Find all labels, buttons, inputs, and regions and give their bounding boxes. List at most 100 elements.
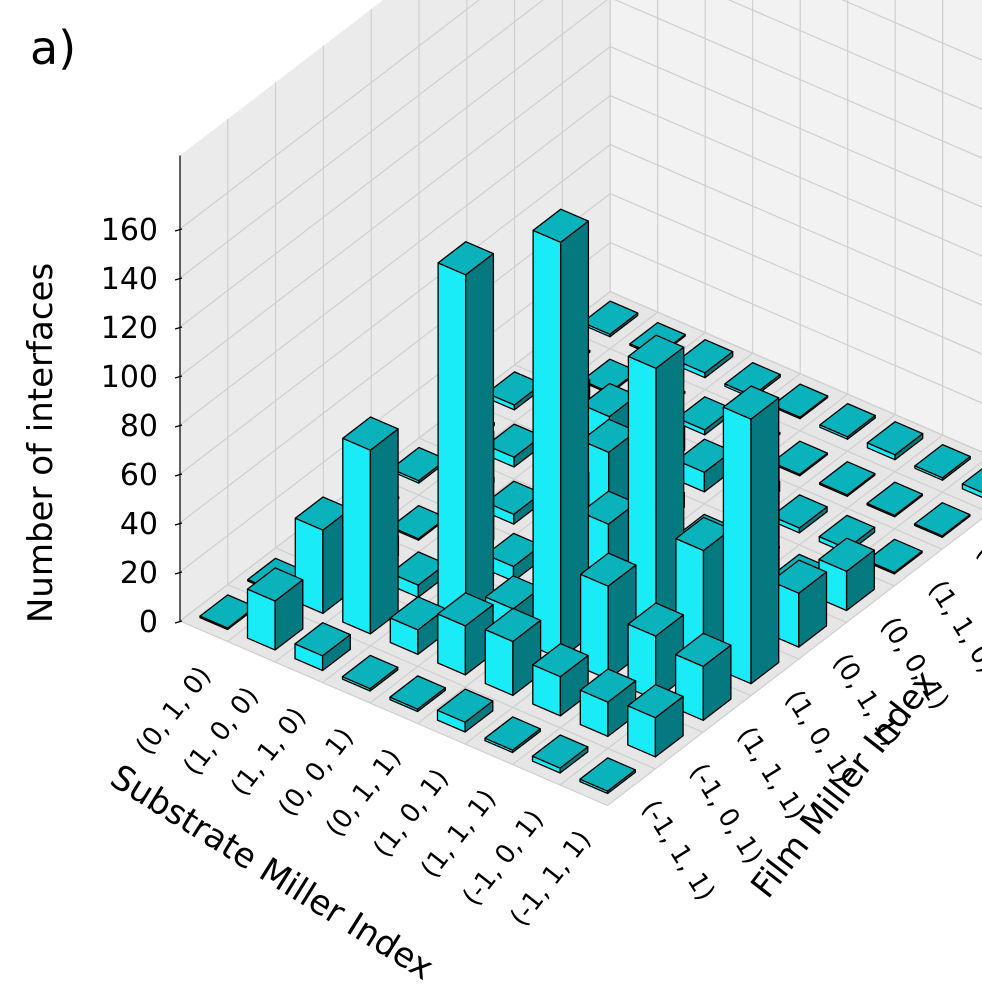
z-tick-label: 20 <box>120 556 158 591</box>
bar <box>961 468 982 498</box>
bars <box>199 208 982 795</box>
bar-top-face <box>770 559 828 594</box>
bar <box>579 668 637 738</box>
z-tick-mark <box>174 571 183 575</box>
bar-top-face <box>771 440 829 475</box>
wall-gridline <box>609 144 982 306</box>
bar-top-face <box>579 668 637 703</box>
wall-gridline <box>179 46 611 377</box>
bar-top-face <box>531 734 589 769</box>
bar-top-face <box>246 567 304 602</box>
z-tick-label: 0 <box>139 605 158 640</box>
z-tick-labels: 0 20 40 60 80 100 120 140 160 <box>101 213 183 640</box>
wall-gridline <box>179 0 609 328</box>
bar-front-face <box>437 262 467 619</box>
bar-top-face <box>818 537 875 572</box>
floor-gridline <box>179 620 608 807</box>
bar-top-face <box>436 688 494 723</box>
z-tick-mark <box>174 522 183 526</box>
z-tick-mark <box>174 620 183 624</box>
panel-label: a) <box>30 21 76 75</box>
bar-top-face <box>579 757 636 792</box>
bar <box>913 502 971 538</box>
z-tick-mark <box>174 228 183 232</box>
bar <box>389 675 446 713</box>
bar <box>484 716 541 754</box>
wall-gridline <box>179 95 611 426</box>
bar-top-face <box>532 642 589 678</box>
bar <box>532 642 589 717</box>
wall-gridline <box>841 0 982 61</box>
left-pane <box>180 0 611 621</box>
bar-top-face <box>437 241 495 276</box>
bar-top-face <box>913 502 971 537</box>
bar <box>437 241 495 619</box>
bar-top-face <box>676 339 734 374</box>
z-tick-label: 120 <box>101 311 158 346</box>
bar <box>676 339 734 379</box>
bar <box>531 734 589 774</box>
bar <box>532 208 590 660</box>
bar <box>436 688 494 733</box>
z-tick-label: 80 <box>120 409 158 444</box>
bar-top-face <box>484 607 542 643</box>
bar-top-face <box>866 481 924 516</box>
bar-side-face <box>465 252 495 619</box>
z-tick-label: 40 <box>120 507 158 542</box>
z-tick-label: 160 <box>101 213 158 248</box>
bar-top-face <box>532 208 590 243</box>
bar-top-face <box>818 461 876 496</box>
bar-top-face <box>341 654 399 690</box>
wall-gridline <box>609 95 982 257</box>
bar <box>579 757 636 795</box>
wall-gridline <box>609 242 982 404</box>
bar <box>914 443 971 481</box>
bar-top-face <box>627 602 685 637</box>
bar-top-face <box>914 443 971 479</box>
bar <box>342 416 399 635</box>
bar-top-face <box>294 622 351 657</box>
bar-front-face <box>961 483 982 498</box>
bar <box>294 622 351 672</box>
bar-front-face <box>532 229 562 660</box>
z-tick-mark <box>174 424 183 428</box>
bar-top-face <box>866 538 923 574</box>
bar-top-face <box>581 300 639 335</box>
bar-top-face <box>771 494 828 529</box>
back-pane <box>610 0 982 453</box>
wall-gridline <box>179 0 481 230</box>
bar <box>581 300 639 338</box>
z-tick-mark <box>174 473 183 477</box>
wall-gridline <box>609 291 982 453</box>
bar <box>722 385 780 685</box>
bar-top-face <box>627 334 685 369</box>
bar-front-face <box>342 437 372 635</box>
bar <box>627 683 684 758</box>
bar <box>819 402 876 440</box>
bar-top-face <box>961 468 982 494</box>
bar <box>246 567 304 651</box>
wall-gridline <box>179 0 545 279</box>
bar-side-face <box>369 428 399 635</box>
z-tick-mark <box>174 277 183 281</box>
wall-gridline <box>609 193 982 355</box>
floor-gridline <box>607 517 982 806</box>
bar-front-face <box>722 406 752 685</box>
x-axis-title: Substrate Miller Index <box>103 757 440 987</box>
bar-top-face <box>819 402 876 438</box>
bar <box>341 654 399 692</box>
bar-side-face <box>750 397 780 685</box>
z-tick-label: 60 <box>120 458 158 493</box>
wall-gridline <box>614 0 982 159</box>
bar <box>866 481 924 518</box>
bar <box>771 494 828 534</box>
bar <box>674 632 732 721</box>
bar-top-face <box>866 421 924 456</box>
bar-top-face <box>722 385 780 420</box>
bar <box>818 461 876 497</box>
bar-top-face <box>674 632 732 668</box>
bar-top-face <box>579 552 637 587</box>
z-tick-label: 100 <box>101 360 158 395</box>
wall-gridline <box>179 144 611 475</box>
